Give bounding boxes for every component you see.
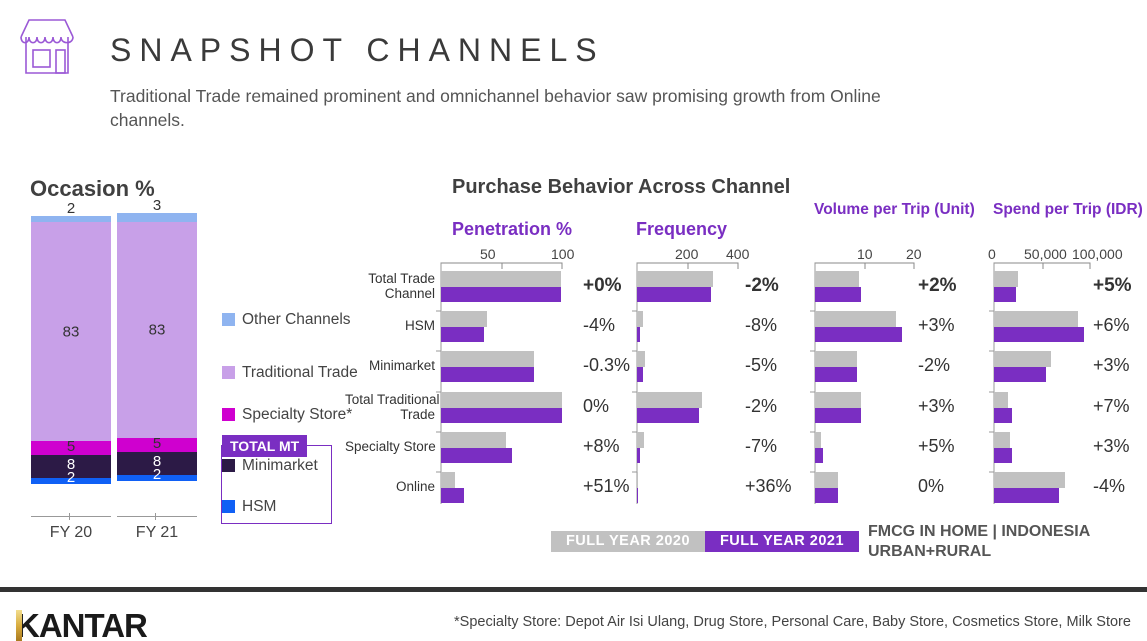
svg-text:KANTAR: KANTAR xyxy=(16,608,148,641)
